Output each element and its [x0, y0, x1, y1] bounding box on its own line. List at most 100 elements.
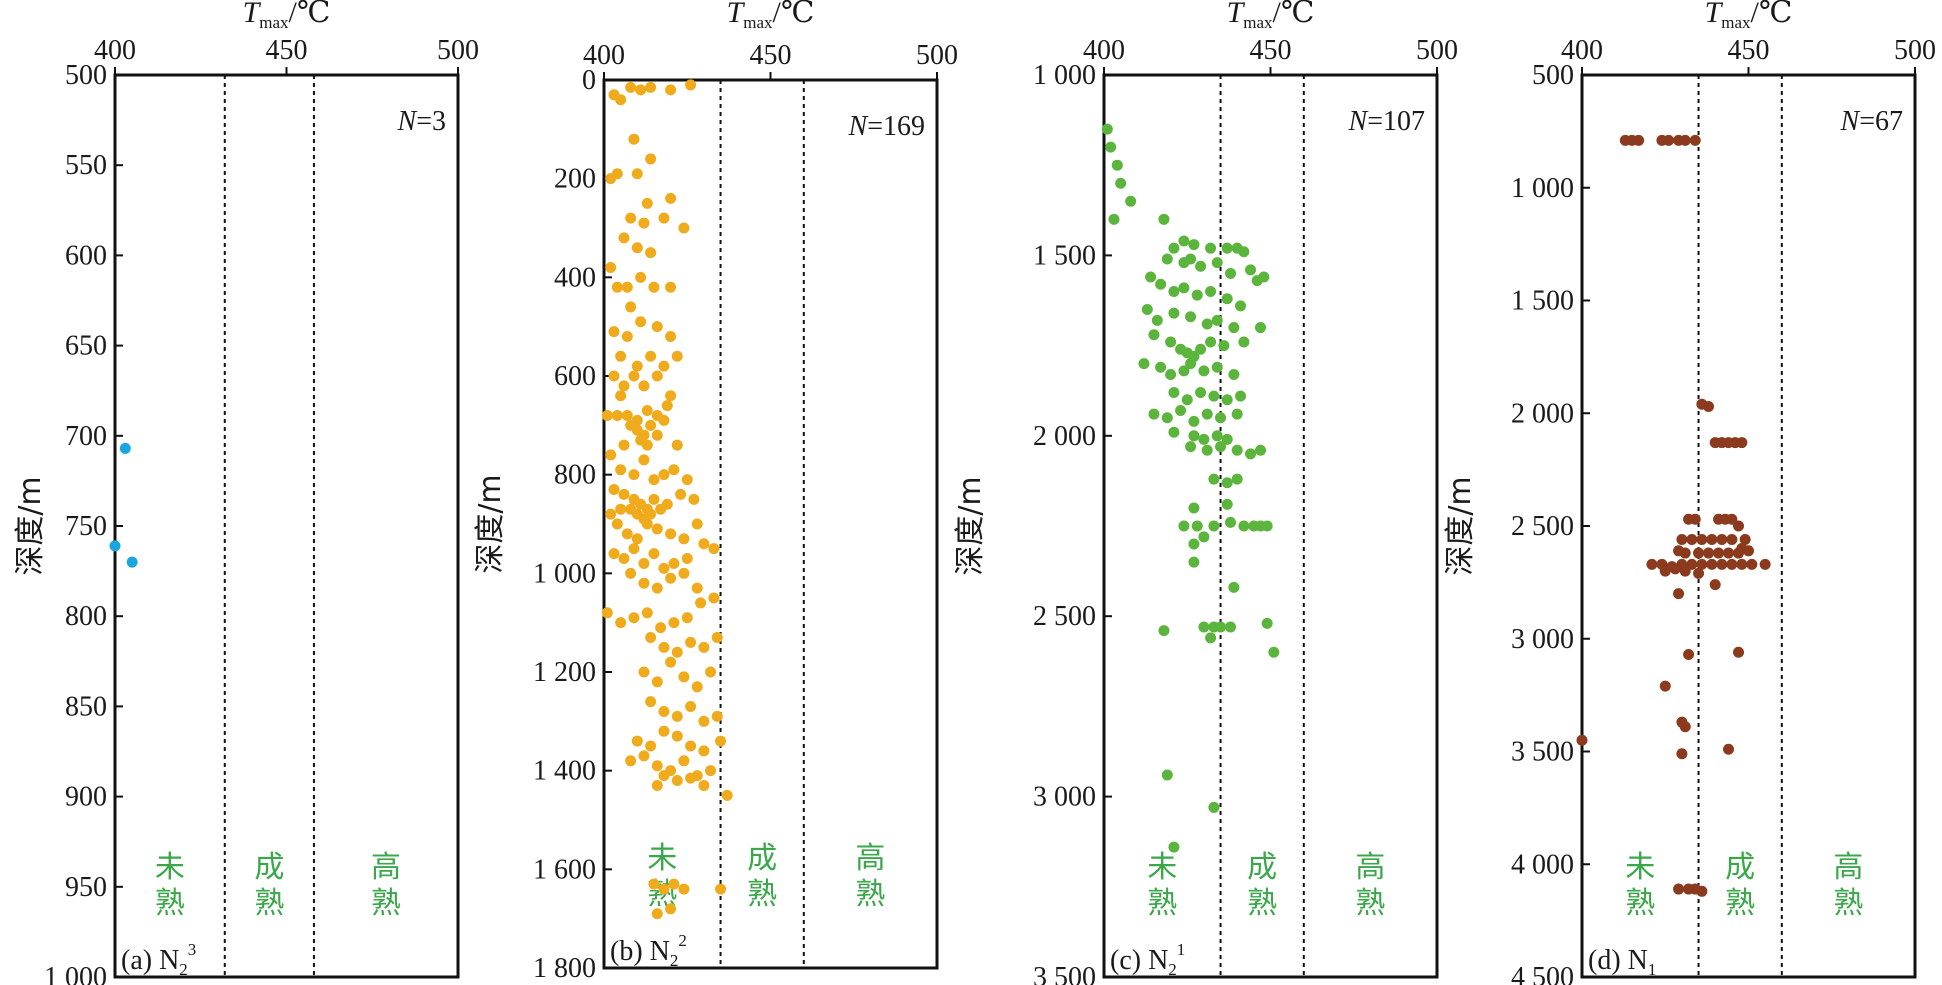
data-point	[625, 567, 637, 579]
data-point	[119, 442, 131, 454]
data-point	[651, 760, 663, 772]
data-point	[605, 261, 617, 273]
data-point	[628, 469, 640, 481]
data-point	[1238, 246, 1250, 258]
data-point	[1679, 565, 1691, 577]
zone-label: 熟	[155, 886, 185, 921]
data-point	[1736, 437, 1748, 449]
data-point	[678, 883, 690, 895]
zone-label: 高	[855, 841, 885, 876]
data-point	[1205, 632, 1217, 644]
data-point	[1245, 448, 1257, 460]
data-point	[1205, 285, 1217, 297]
y-tick-label: 1 500	[1033, 240, 1096, 271]
y-tick-label: 1 400	[533, 756, 596, 787]
data-point	[645, 508, 657, 520]
data-point	[1188, 502, 1200, 514]
count-label: N=67	[1840, 106, 1903, 137]
data-point	[641, 607, 653, 619]
x-tick-label: 450	[1728, 35, 1770, 66]
y-tick-label: 850	[65, 691, 107, 722]
data-point	[655, 622, 667, 634]
panel-label: (d) N1	[1588, 945, 1656, 979]
data-point	[1108, 213, 1120, 225]
data-point	[625, 755, 637, 767]
y-tick-label: 1 800	[533, 953, 596, 984]
zone-label: 熟	[855, 877, 885, 912]
y-axis-title: 深度/m	[473, 474, 508, 573]
data-point	[641, 405, 653, 417]
data-point	[1673, 883, 1685, 895]
data-point	[1185, 358, 1197, 370]
zone-label: 熟	[1147, 886, 1177, 921]
y-tick-label: 1 200	[533, 657, 596, 688]
x-tick-label: 400	[583, 40, 625, 71]
data-point	[1218, 340, 1230, 352]
data-point	[638, 557, 650, 569]
data-point	[1191, 520, 1203, 532]
data-point	[671, 646, 683, 658]
data-point	[1161, 253, 1173, 265]
zone-label: 熟	[1833, 886, 1863, 921]
count-label: N=169	[848, 111, 925, 142]
data-point	[631, 242, 643, 254]
data-point	[1646, 558, 1658, 570]
data-point	[126, 556, 138, 568]
data-point	[1221, 433, 1233, 445]
data-point	[621, 409, 633, 421]
data-point	[1178, 235, 1190, 247]
data-point	[1201, 444, 1213, 456]
panel-d: 400 450 500 Tmax/℃ 500 1 000 1 500 2 000 2 500 3 …	[1443, 0, 1936, 985]
data-point	[635, 84, 647, 96]
data-point	[1168, 841, 1180, 853]
data-point	[1158, 625, 1170, 637]
y-tick-label: 500	[1532, 60, 1574, 91]
data-point	[638, 577, 650, 589]
data-point	[618, 488, 630, 500]
x-tick-label: 500	[1416, 35, 1458, 66]
data-point	[691, 518, 703, 530]
data-point	[671, 730, 683, 742]
data-point	[678, 755, 690, 767]
data-point	[1168, 242, 1180, 254]
x-tick-label: 400	[94, 35, 136, 66]
y-tick-label: 3 000	[1033, 782, 1096, 813]
plot-frame	[1580, 73, 1917, 979]
zone-label: 熟	[1247, 886, 1277, 921]
data-point	[665, 192, 677, 204]
zone-label: 熟	[1355, 886, 1385, 921]
y-tick-label: 950	[65, 872, 107, 903]
data-point	[668, 557, 680, 569]
zone-label: 成	[747, 841, 777, 876]
data-point	[1105, 141, 1117, 153]
data-point	[1211, 314, 1223, 326]
data-point	[715, 883, 727, 895]
data-point	[1739, 534, 1751, 546]
data-point	[645, 81, 657, 93]
data-point	[1228, 581, 1240, 593]
data-point	[1225, 621, 1237, 633]
data-point	[1168, 387, 1180, 399]
data-point	[1706, 534, 1718, 546]
data-point	[685, 79, 697, 91]
data-point	[658, 360, 670, 372]
data-point	[665, 656, 677, 668]
data-point	[1125, 195, 1137, 207]
data-point	[651, 429, 663, 441]
data-point	[631, 168, 643, 180]
data-point	[618, 380, 630, 392]
data-point	[631, 735, 643, 747]
data-point	[641, 197, 653, 209]
data-point	[1195, 387, 1207, 399]
y-tick-label: 650	[65, 331, 107, 362]
data-point	[685, 772, 697, 784]
data-point	[1231, 444, 1243, 456]
data-point	[1208, 520, 1220, 532]
plot-frame	[602, 78, 939, 970]
data-point	[715, 735, 727, 747]
data-point	[1101, 123, 1113, 135]
zone-label: 成	[1725, 850, 1755, 885]
data-point	[1245, 264, 1257, 276]
panel-b: 400 450 500 Tmax/℃ 0 200 400 600 800 1 000 1 200 1 …	[473, 0, 958, 984]
data-point	[628, 370, 640, 382]
